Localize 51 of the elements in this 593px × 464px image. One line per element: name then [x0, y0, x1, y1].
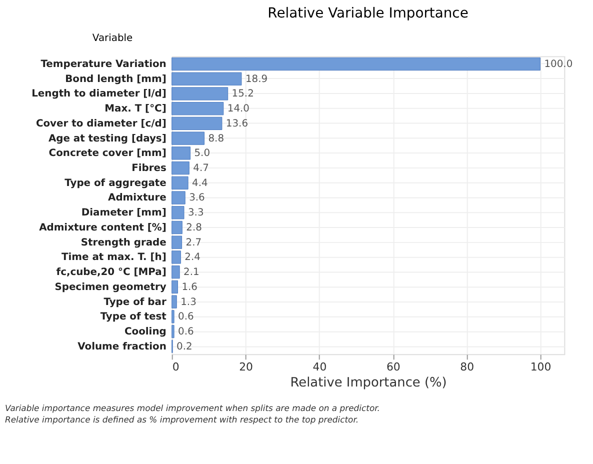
y-tick-label: Age at testing [days]: [48, 133, 166, 144]
y-axis-title: Variable: [92, 32, 133, 44]
x-tick-label: 80: [460, 360, 474, 374]
y-tick-label: Length to diameter [l/d]: [32, 88, 166, 100]
data-label: 8.8: [208, 133, 224, 144]
y-tick-label: Admixture: [108, 192, 167, 204]
data-label: 0.2: [176, 341, 192, 352]
y-tick-label: Max. T [°C]: [104, 104, 166, 115]
data-label: 2.4: [184, 252, 200, 264]
data-label: 1.3: [180, 296, 196, 308]
y-tick-label: Type of test: [100, 312, 167, 323]
x-axis-title: Relative Importance (%): [290, 375, 447, 390]
text: Relative importance is defined as % improvement with respect to the top predictor.: [4, 414, 359, 425]
chart-title: Relative Variable Importance: [268, 5, 468, 22]
y-tick-label: Cooling: [124, 326, 166, 338]
data-label: 2.8: [186, 222, 202, 234]
y-tick-label: Volume fraction: [78, 341, 166, 352]
x-tick-label: 100: [530, 360, 552, 374]
y-tick-label: fc,cube,20 °C [MPa]: [56, 267, 166, 278]
y-tick-label: Cover to diameter [c/d]: [36, 118, 166, 130]
data-label: 14.0: [227, 104, 250, 115]
x-tick-label: 40: [312, 360, 327, 374]
data-label: 13.6: [226, 118, 248, 130]
x-tick-label: 60: [386, 360, 400, 374]
data-label: 0.6: [178, 312, 194, 323]
data-label: 0.6: [178, 326, 194, 338]
y-tick-label: Admixture content [%]: [39, 222, 166, 234]
y-tick-label: Specimen geometry: [54, 282, 167, 293]
y-tick-label: Type of bar: [104, 296, 166, 308]
data-label: 2.1: [184, 267, 200, 278]
text: Variable importance measures model improvement when splits are made on a predictor.: [4, 402, 380, 413]
y-tick-label: Time at max. T. [h]: [62, 252, 166, 264]
data-label: 4.4: [192, 178, 208, 189]
data-label: 15.2: [232, 88, 254, 100]
data-label: 100.0: [544, 58, 573, 70]
data-label: 2.7: [186, 237, 202, 248]
x-tick-label: 20: [239, 360, 254, 374]
y-tick-label: Fibres: [132, 163, 166, 174]
y-tick-label: Temperature Variation: [40, 58, 166, 70]
y-tick-label: Diameter [mm]: [81, 208, 166, 219]
data-label: 4.7: [193, 163, 209, 174]
data-label: 1.6: [182, 282, 198, 293]
data-label: 3.3: [188, 208, 204, 219]
y-tick-label: Bond length [mm]: [65, 74, 166, 85]
y-tick-label: Type of aggregate: [64, 178, 167, 189]
y-tick-label: Strength grade: [80, 237, 167, 248]
data-label: 18.9: [245, 74, 268, 85]
data-label: 5.0: [194, 148, 210, 160]
y-tick-label: Concrete cover [mm]: [48, 148, 166, 160]
data-label: 3.6: [189, 192, 205, 204]
x-tick-label: 0: [172, 360, 180, 374]
